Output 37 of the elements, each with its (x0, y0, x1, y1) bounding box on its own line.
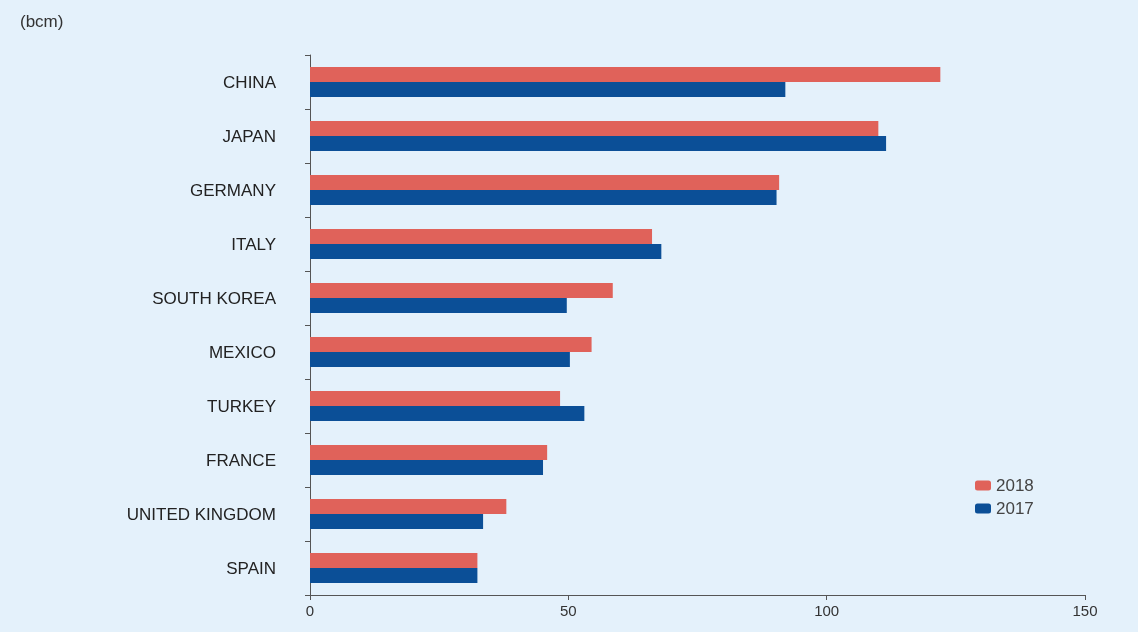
bar (310, 498, 507, 514)
bar (310, 568, 478, 584)
bar (310, 336, 592, 352)
y-tick-label: CHINA (223, 72, 277, 92)
x-tick-label: 50 (559, 602, 577, 619)
y-tick-label: UNITED KINGDOM (126, 504, 276, 524)
bar (310, 282, 613, 298)
bar (310, 460, 544, 476)
bar (310, 390, 561, 406)
y-axis-title: (bcm) (20, 12, 64, 31)
bar (310, 244, 662, 260)
y-tick-label: GERMANY (190, 180, 276, 200)
bar (310, 552, 478, 568)
bar (310, 444, 548, 460)
bar (310, 298, 567, 314)
bar (310, 228, 653, 244)
x-tick-label: 100 (814, 602, 840, 619)
y-tick-label: ITALY (231, 234, 276, 254)
bar (310, 174, 780, 190)
bar (310, 190, 777, 206)
y-tick-label: SOUTH KOREA (152, 288, 277, 308)
legend-label: 2017 (996, 499, 1034, 518)
x-tick-label: 0 (305, 602, 315, 619)
bar (310, 406, 585, 422)
y-tick-label: FRANCE (206, 450, 276, 470)
bar (310, 66, 941, 82)
y-tick-label: SPAIN (226, 558, 276, 578)
bar (310, 136, 887, 152)
bar (310, 514, 484, 530)
legend-label: 2018 (996, 476, 1034, 495)
bar (310, 352, 570, 368)
x-tick-label: 150 (1072, 602, 1098, 619)
y-tick-label: TURKEY (207, 396, 276, 416)
bar (310, 120, 879, 136)
y-tick-label: MEXICO (208, 342, 276, 362)
y-tick-label: JAPAN (222, 126, 276, 146)
bar (310, 82, 786, 98)
